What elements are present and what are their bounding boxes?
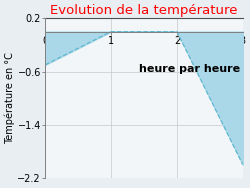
Y-axis label: Température en °C: Température en °C	[4, 52, 15, 144]
Title: Evolution de la température: Evolution de la température	[50, 4, 238, 17]
Text: heure par heure: heure par heure	[139, 64, 240, 74]
